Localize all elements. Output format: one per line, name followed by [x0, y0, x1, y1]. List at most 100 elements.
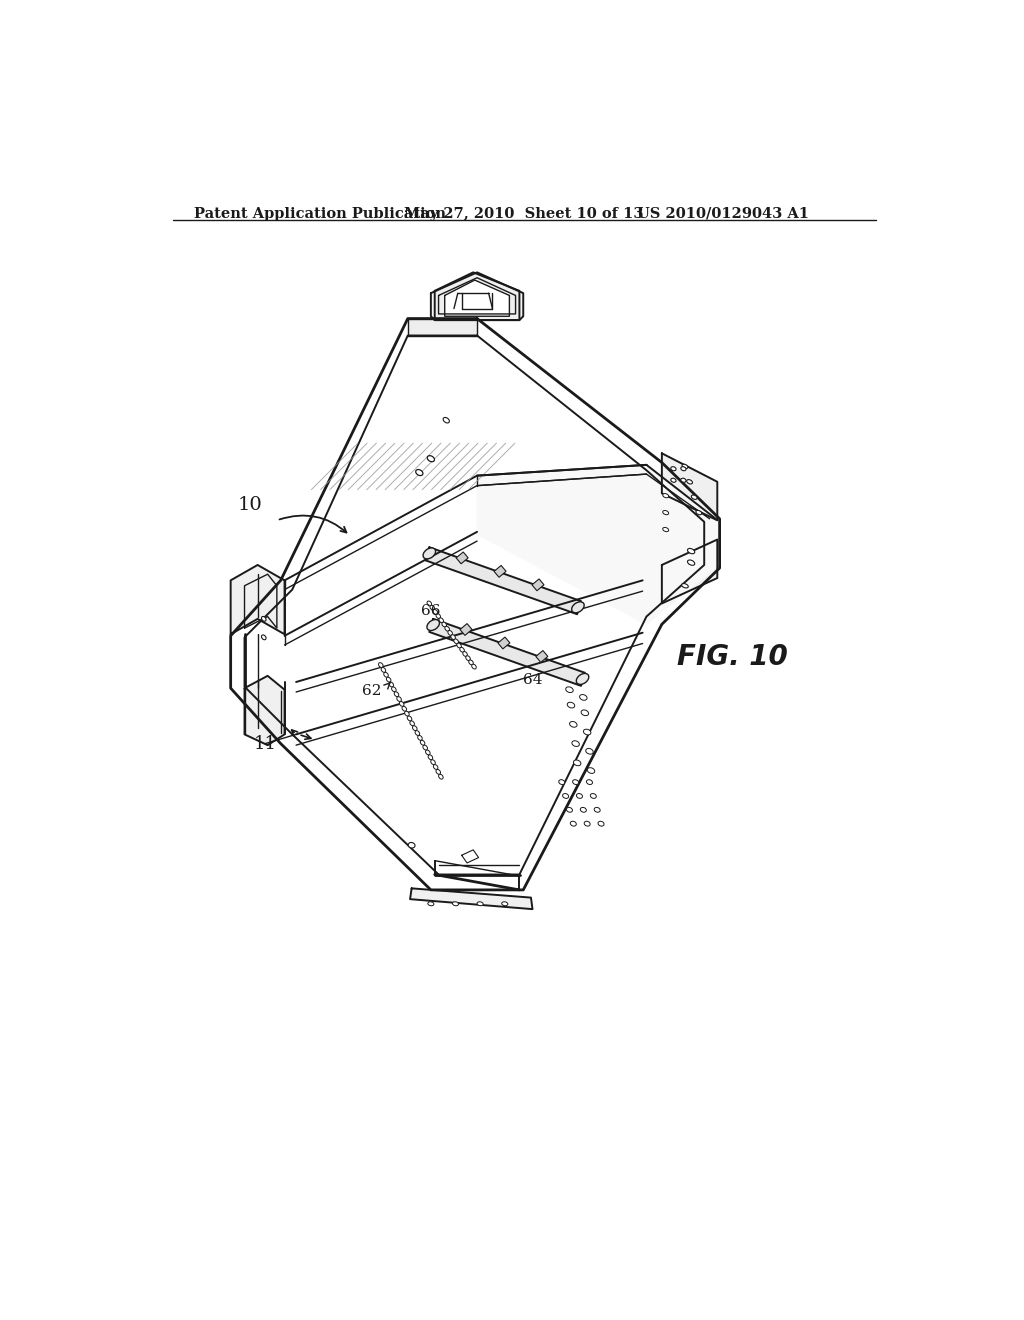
Ellipse shape: [687, 560, 694, 565]
Ellipse shape: [590, 793, 596, 799]
Polygon shape: [435, 272, 519, 321]
Polygon shape: [410, 888, 532, 909]
Ellipse shape: [451, 635, 456, 640]
Ellipse shape: [431, 760, 435, 764]
Ellipse shape: [399, 701, 404, 706]
Ellipse shape: [453, 902, 459, 906]
Text: 64: 64: [522, 673, 543, 688]
Ellipse shape: [466, 656, 470, 660]
Ellipse shape: [472, 664, 476, 669]
Ellipse shape: [415, 730, 420, 735]
Ellipse shape: [577, 673, 589, 684]
Ellipse shape: [442, 622, 446, 627]
Bar: [498, 638, 510, 649]
Polygon shape: [462, 850, 478, 863]
Ellipse shape: [570, 821, 577, 826]
Ellipse shape: [463, 652, 467, 656]
Ellipse shape: [439, 618, 443, 623]
Polygon shape: [431, 272, 523, 321]
Ellipse shape: [379, 663, 383, 668]
Text: US 2010/0129043 A1: US 2010/0129043 A1: [637, 207, 809, 220]
Bar: [494, 565, 506, 577]
Ellipse shape: [571, 741, 580, 746]
Ellipse shape: [502, 902, 508, 906]
Polygon shape: [429, 619, 585, 686]
Ellipse shape: [682, 465, 688, 469]
Ellipse shape: [460, 647, 464, 652]
Ellipse shape: [444, 626, 450, 631]
Ellipse shape: [428, 755, 433, 760]
Ellipse shape: [389, 682, 393, 686]
Ellipse shape: [381, 668, 386, 672]
Ellipse shape: [438, 775, 443, 779]
Ellipse shape: [469, 660, 473, 665]
Ellipse shape: [588, 768, 595, 774]
Ellipse shape: [477, 902, 483, 906]
Ellipse shape: [457, 643, 462, 648]
Ellipse shape: [573, 760, 581, 766]
Ellipse shape: [681, 478, 686, 482]
Ellipse shape: [428, 902, 434, 906]
Ellipse shape: [427, 619, 439, 631]
Ellipse shape: [410, 721, 415, 726]
Ellipse shape: [567, 702, 574, 708]
Ellipse shape: [569, 722, 578, 727]
Polygon shape: [477, 465, 717, 624]
Ellipse shape: [663, 528, 669, 532]
Bar: [456, 552, 468, 564]
Ellipse shape: [571, 602, 585, 612]
Ellipse shape: [586, 748, 593, 754]
Ellipse shape: [687, 548, 694, 554]
Ellipse shape: [409, 842, 415, 847]
Ellipse shape: [413, 726, 417, 730]
Ellipse shape: [426, 750, 430, 755]
Ellipse shape: [663, 494, 669, 498]
Text: 66: 66: [421, 605, 440, 618]
Ellipse shape: [587, 780, 593, 784]
Ellipse shape: [577, 793, 583, 799]
Ellipse shape: [447, 631, 453, 635]
Polygon shape: [230, 565, 285, 635]
Ellipse shape: [261, 616, 266, 622]
Ellipse shape: [559, 780, 565, 784]
Ellipse shape: [671, 478, 676, 482]
Ellipse shape: [420, 741, 425, 744]
Polygon shape: [408, 318, 477, 335]
Ellipse shape: [394, 692, 398, 697]
Ellipse shape: [408, 715, 412, 721]
Polygon shape: [662, 540, 717, 603]
Ellipse shape: [681, 467, 686, 471]
Polygon shape: [245, 676, 285, 744]
Ellipse shape: [436, 770, 440, 775]
Ellipse shape: [454, 639, 459, 644]
Ellipse shape: [423, 548, 435, 558]
Ellipse shape: [691, 495, 697, 499]
Ellipse shape: [418, 735, 422, 741]
Ellipse shape: [427, 601, 431, 606]
Polygon shape: [662, 453, 717, 520]
Ellipse shape: [584, 821, 590, 826]
Ellipse shape: [565, 686, 573, 693]
Text: 10: 10: [238, 496, 262, 513]
Ellipse shape: [582, 710, 589, 715]
Ellipse shape: [404, 711, 410, 715]
Ellipse shape: [572, 780, 579, 784]
Ellipse shape: [384, 672, 388, 677]
Ellipse shape: [397, 697, 401, 701]
Ellipse shape: [584, 729, 591, 735]
Polygon shape: [425, 548, 581, 614]
Text: Patent Application Publication: Patent Application Publication: [194, 207, 445, 220]
Ellipse shape: [671, 467, 676, 471]
Ellipse shape: [433, 610, 437, 614]
Ellipse shape: [696, 511, 701, 515]
Bar: [460, 623, 472, 635]
Bar: [532, 579, 544, 591]
Ellipse shape: [682, 583, 688, 587]
Ellipse shape: [436, 614, 440, 619]
Ellipse shape: [443, 417, 450, 422]
Ellipse shape: [391, 686, 396, 692]
Text: 11: 11: [254, 735, 276, 752]
Ellipse shape: [581, 808, 587, 812]
Ellipse shape: [402, 706, 407, 711]
Ellipse shape: [580, 694, 587, 700]
